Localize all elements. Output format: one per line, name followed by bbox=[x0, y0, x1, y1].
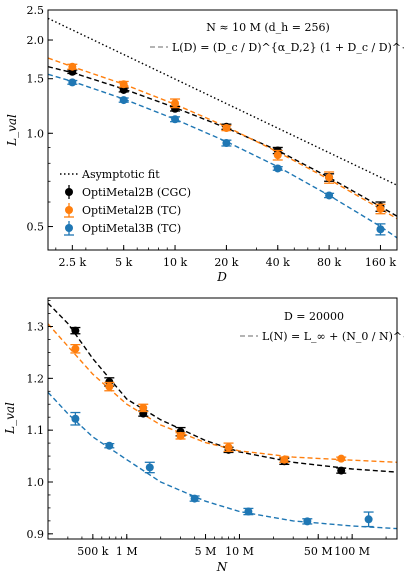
top-y-axis-label: L_val bbox=[5, 114, 19, 147]
top-annotation-title: N ≈ 10 M (d_h = 256) bbox=[206, 21, 330, 34]
legend-label-cgc: OptiMetal2B (CGC) bbox=[82, 186, 191, 199]
bottom-x-tick-label-3: 10 M bbox=[225, 545, 254, 558]
top-x-tick-label-2: 10 k bbox=[163, 256, 187, 269]
top-y-tick-label-4: 2.5 bbox=[27, 4, 45, 17]
bottom-point-2-4 bbox=[243, 507, 254, 516]
bottom-point-1-3 bbox=[175, 431, 186, 440]
legend-marker-3b-tc bbox=[64, 221, 74, 236]
top-point-1-3 bbox=[221, 124, 232, 133]
panel-d-scaling: 2.5 k 5 k 10 k 20 k 40 k 80 k 160 k 0.5 1.0 1.5 2.… bbox=[5, 4, 404, 284]
bottom-data-marks bbox=[70, 326, 374, 528]
top-x-tick-label-3: 20 k bbox=[214, 256, 238, 269]
top-y-tick-label-3: 2.0 bbox=[27, 34, 45, 47]
bottom-point-2-6 bbox=[363, 511, 374, 528]
top-point-1-2 bbox=[170, 98, 181, 109]
bottom-point-2-0 bbox=[70, 411, 81, 426]
bottom-x-tick-label-5: 100 M bbox=[334, 545, 370, 558]
top-x-tick-label-1: 5 k bbox=[115, 256, 132, 269]
top-point-2-5 bbox=[324, 191, 335, 200]
top-axes: 2.5 k 5 k 10 k 20 k 40 k 80 k 160 k 0.5 1.0 1.5 2.… bbox=[27, 4, 398, 269]
bottom-point-1-5 bbox=[279, 455, 290, 464]
top-x-axis-label: D bbox=[216, 270, 227, 284]
top-point-2-2 bbox=[170, 115, 181, 124]
top-point-1-5 bbox=[324, 171, 335, 184]
legend-marker-cgc bbox=[65, 185, 73, 199]
top-asymptotic-fit-line bbox=[48, 17, 397, 186]
top-data-marks bbox=[67, 62, 386, 236]
bottom-y-tick-label-3: 1.2 bbox=[27, 372, 45, 385]
top-point-2-3 bbox=[221, 139, 232, 148]
bottom-x-tick-label-2: 5 M bbox=[195, 545, 217, 558]
bottom-point-1-4 bbox=[223, 442, 234, 453]
bottom-axes: 500 k 1 M 5 M 10 M 50 M 100 M 0.9 1.0 1.1 1.2 1.3 bbox=[27, 300, 387, 558]
top-point-1-4 bbox=[272, 149, 283, 161]
bottom-y-tick-label-0: 0.9 bbox=[27, 528, 45, 541]
top-point-2-6 bbox=[375, 223, 386, 236]
bottom-point-1-6 bbox=[336, 454, 347, 463]
legend-label-2b-tc: OptiMetal2B (TC) bbox=[82, 204, 181, 217]
top-plot-frame bbox=[47, 9, 398, 251]
top-fit-line-2 bbox=[48, 73, 397, 239]
top-x-tick-label-6: 160 k bbox=[365, 256, 396, 269]
top-x-tick-label-0: 2.5 k bbox=[59, 256, 87, 269]
bottom-x-axis-label: N bbox=[216, 560, 228, 574]
bottom-plot-frame bbox=[47, 297, 398, 540]
top-point-1-6 bbox=[375, 203, 386, 215]
top-y-tick-label-1: 1.0 bbox=[27, 127, 45, 140]
top-point-2-4 bbox=[272, 164, 283, 173]
bottom-point-1-2 bbox=[138, 403, 149, 413]
bottom-y-tick-label-1: 1.0 bbox=[27, 476, 45, 489]
bottom-annotation-formula: L(N) = L_∞ + (N_0 / N)^{α_N} bbox=[262, 330, 404, 343]
top-x-tick-label-4: 40 k bbox=[266, 256, 290, 269]
bottom-point-2-2 bbox=[144, 461, 155, 474]
top-fit-line-1 bbox=[48, 57, 397, 220]
bottom-y-tick-label-4: 1.3 bbox=[27, 321, 45, 334]
bottom-point-1-1 bbox=[104, 381, 115, 392]
bottom-fit-line-2 bbox=[48, 391, 397, 530]
bottom-x-tick-label-4: 50 M bbox=[304, 545, 333, 558]
top-annotation-formula: L(D) = (D_c / D)^{α_D,2} (1 + D_c / D)^{… bbox=[172, 41, 404, 54]
top-point-1-0 bbox=[67, 62, 78, 71]
bottom-y-tick-label-2: 1.1 bbox=[27, 424, 45, 437]
top-point-2-1 bbox=[118, 96, 129, 105]
top-y-tick-label-2: 1.5 bbox=[27, 73, 45, 86]
bottom-point-2-1 bbox=[104, 441, 115, 450]
bottom-point-2-3 bbox=[189, 494, 200, 503]
top-point-2-0 bbox=[67, 78, 78, 87]
legend-marker-2b-tc bbox=[64, 203, 74, 218]
top-point-1-1 bbox=[118, 80, 129, 89]
top-y-tick-label-0: 0.5 bbox=[27, 221, 45, 234]
bottom-point-0-0 bbox=[70, 326, 81, 335]
bottom-x-tick-label-0: 500 k bbox=[77, 545, 108, 558]
legend-label-3b-tc: OptiMetal3B (TC) bbox=[82, 222, 181, 235]
bottom-point-0-6 bbox=[336, 466, 347, 475]
bottom-point-2-5 bbox=[302, 517, 313, 526]
bottom-x-tick-label-1: 1 M bbox=[116, 545, 138, 558]
bottom-annotation-title: D = 20000 bbox=[284, 310, 344, 323]
top-x-tick-label-5: 80 k bbox=[317, 256, 341, 269]
bottom-y-axis-label: L_val bbox=[3, 402, 17, 435]
legend-label-asymptotic: Asymptotic fit bbox=[81, 168, 160, 181]
bottom-point-1-0 bbox=[70, 343, 81, 354]
legend: Asymptotic fit OptiMetal2B (CGC) OptiMet… bbox=[60, 168, 191, 236]
